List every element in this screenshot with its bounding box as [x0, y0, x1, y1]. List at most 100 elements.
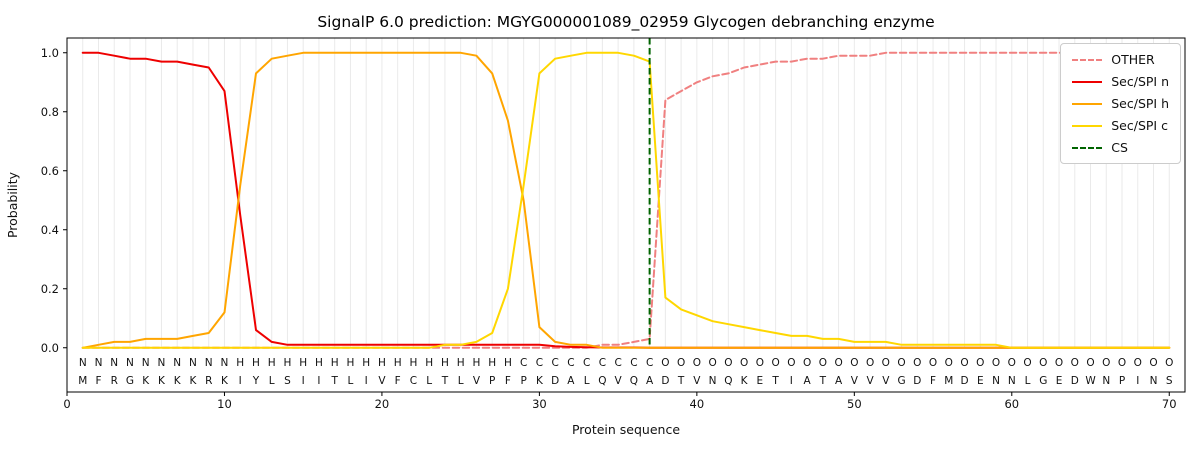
region-letter: O: [756, 357, 764, 369]
sequence-letter: K: [158, 375, 166, 387]
region-letter: O: [787, 357, 795, 369]
x-tick-label: 60: [1004, 397, 1019, 411]
sequence-letter: E: [977, 375, 984, 387]
line-other: [81, 51, 1171, 349]
region-letter: O: [1102, 357, 1110, 369]
region-letter: H: [331, 357, 339, 369]
sequence-letter: S: [284, 375, 291, 387]
y-tick-label: 0.6: [41, 164, 59, 178]
region-letter: O: [661, 357, 669, 369]
sequence-letter: P: [1119, 375, 1125, 387]
sequence-letter: K: [741, 375, 749, 387]
region-letter: O: [1134, 357, 1142, 369]
y-tick-label: 0.0: [41, 341, 59, 355]
legend-label-sec-spi-h: Sec/SPI h: [1111, 96, 1169, 111]
sequence-letter: A: [567, 375, 575, 387]
region-letter: O: [1071, 357, 1079, 369]
region-letter: O: [1118, 357, 1126, 369]
sequence-letter: P: [520, 375, 526, 387]
sequence-letter: K: [221, 375, 229, 387]
region-letter: O: [803, 357, 811, 369]
region-letter: O: [913, 357, 921, 369]
region-letter: O: [708, 357, 716, 369]
sequence-letter: V: [693, 375, 701, 387]
x-tick-label: 50: [847, 397, 862, 411]
region-letter: O: [740, 357, 748, 369]
sequence-letter: Q: [724, 375, 732, 387]
sequence-letter: K: [536, 375, 544, 387]
sequence-letter: W: [1085, 375, 1096, 387]
legend-item-sec-spi-h: Sec/SPI h: [1072, 95, 1169, 112]
x-tick-label: 10: [217, 397, 232, 411]
sequence-letter: I: [790, 375, 793, 387]
line-sec-spi-n: [81, 51, 1171, 349]
sequence-letter: T: [771, 375, 779, 387]
region-letter: C: [536, 357, 543, 369]
region-letter: O: [1086, 357, 1094, 369]
sequence-letter: F: [395, 375, 401, 387]
region-letter: O: [866, 357, 874, 369]
sequence-letter: A: [835, 375, 843, 387]
x-tick-label: 20: [375, 397, 390, 411]
region-letter: C: [583, 357, 590, 369]
sequence-letter: K: [190, 375, 198, 387]
region-letter: N: [95, 357, 103, 369]
sequence-letter: P: [489, 375, 495, 387]
sequence-letter: T: [330, 375, 338, 387]
region-letter: H: [362, 357, 370, 369]
x-tick-label: 40: [690, 397, 705, 411]
sequence-letter: D: [661, 375, 669, 387]
region-letter: H: [457, 357, 465, 369]
legend: OTHER Sec/SPI n Sec/SPI h Sec/SPI c CS: [1060, 43, 1181, 164]
region-letter: O: [1149, 357, 1157, 369]
region-letter: C: [630, 357, 637, 369]
region-letter: O: [677, 357, 685, 369]
sequence-letter: G: [1039, 375, 1047, 387]
sequence-letter: L: [348, 375, 354, 387]
sequence-letter: V: [866, 375, 874, 387]
legend-label-sec-spi-n: Sec/SPI n: [1111, 74, 1169, 89]
sequence-letter: E: [1056, 375, 1063, 387]
region-letter: O: [945, 357, 953, 369]
y-tick-label: 1.0: [41, 46, 59, 60]
sequence-letter: V: [473, 375, 481, 387]
region-letter: C: [614, 357, 621, 369]
sequence-letter: L: [1025, 375, 1031, 387]
region-letter: O: [850, 357, 858, 369]
region-letter: C: [567, 357, 574, 369]
sequence-letter: D: [1071, 375, 1079, 387]
sequence-letter: I: [1136, 375, 1139, 387]
region-letter: O: [960, 357, 968, 369]
sequence-letter: A: [803, 375, 811, 387]
sequence-letter: Q: [598, 375, 606, 387]
legend-label-other: OTHER: [1111, 52, 1155, 67]
sequence-letter: K: [174, 375, 182, 387]
region-letter: H: [346, 357, 354, 369]
sequence-letter: E: [757, 375, 764, 387]
region-letter: H: [378, 357, 386, 369]
legend-item-other: OTHER: [1072, 51, 1169, 68]
legend-item-sec-spi-c: Sec/SPI c: [1072, 117, 1169, 134]
sequence-letter: G: [897, 375, 905, 387]
region-letter: N: [158, 357, 166, 369]
region-letter: H: [409, 357, 417, 369]
region-letter: O: [819, 357, 827, 369]
sequence-letter: V: [851, 375, 859, 387]
region-letter: N: [126, 357, 134, 369]
sequence-letter: R: [111, 375, 118, 387]
sequence-letter: V: [615, 375, 623, 387]
gridlines: [82, 38, 1170, 348]
sequence-letter: N: [709, 375, 717, 387]
region-letter: O: [724, 357, 732, 369]
sequence-letter: T: [819, 375, 827, 387]
sequence-letter: M: [78, 375, 87, 387]
sequence-letter: N: [1008, 375, 1016, 387]
line-sec-spi-h: [81, 51, 1171, 349]
line-sec-spi-c: [81, 51, 1171, 349]
region-letter: H: [236, 357, 244, 369]
region-letter: O: [897, 357, 905, 369]
sequence-letter: L: [426, 375, 432, 387]
region-letter: O: [1008, 357, 1016, 369]
